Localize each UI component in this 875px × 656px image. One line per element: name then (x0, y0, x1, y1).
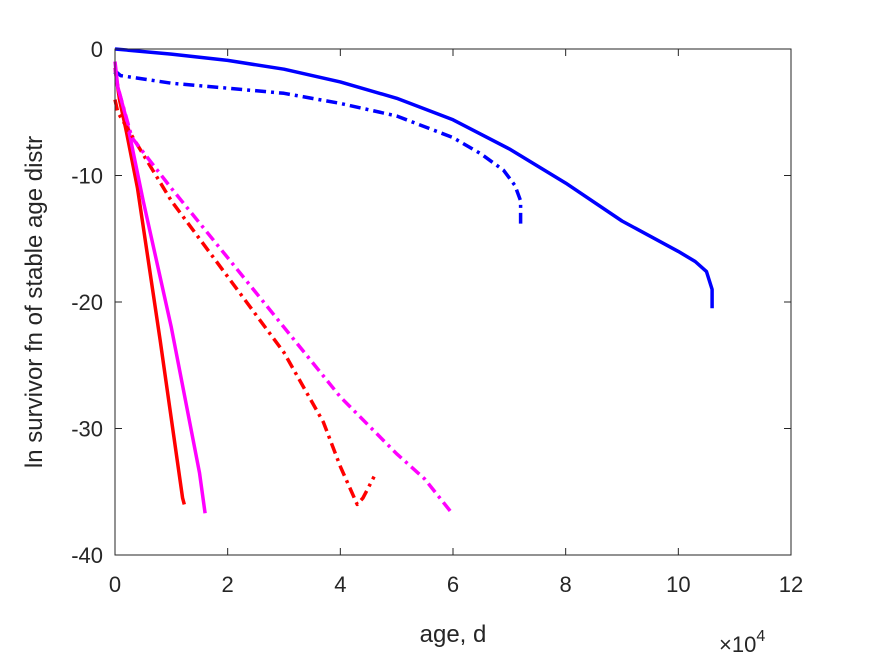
series-line-2 (113, 70, 523, 224)
x-tick-label: 0 (109, 572, 121, 597)
series-line-6 (113, 67, 455, 516)
x-axis-ticks: 0 2 4 6 8 10 12 (109, 49, 803, 597)
y-tick-label: -30 (71, 417, 103, 442)
x-axis-multiplier-exponent: 4 (756, 628, 765, 645)
y-tick-label: 0 (91, 37, 103, 62)
y-tick-label: -40 (71, 543, 103, 568)
x-tick-label: 8 (560, 572, 572, 597)
x-tick-label: 12 (779, 572, 803, 597)
y-axis-label: ln survivor fn of stable age distr (21, 136, 48, 468)
series-line-5 (113, 99, 376, 507)
x-axis-multiplier: ×104 (719, 628, 765, 656)
y-tick-label: -20 (71, 290, 103, 315)
y-tick-label: -10 (71, 164, 103, 189)
series-line-4 (113, 61, 207, 514)
plot-area (115, 49, 791, 555)
x-tick-label: 6 (447, 572, 459, 597)
x-axis-label: age, d (420, 621, 487, 648)
x-tick-label: 10 (666, 572, 690, 597)
x-tick-label: 4 (334, 572, 346, 597)
series-layer (113, 47, 714, 516)
x-axis-multiplier-base: ×10 (719, 632, 756, 656)
y-axis-ticks: 0 -10 -20 -30 -40 (71, 37, 791, 568)
series-line-1 (114, 47, 714, 309)
x-tick-label: 2 (222, 572, 234, 597)
